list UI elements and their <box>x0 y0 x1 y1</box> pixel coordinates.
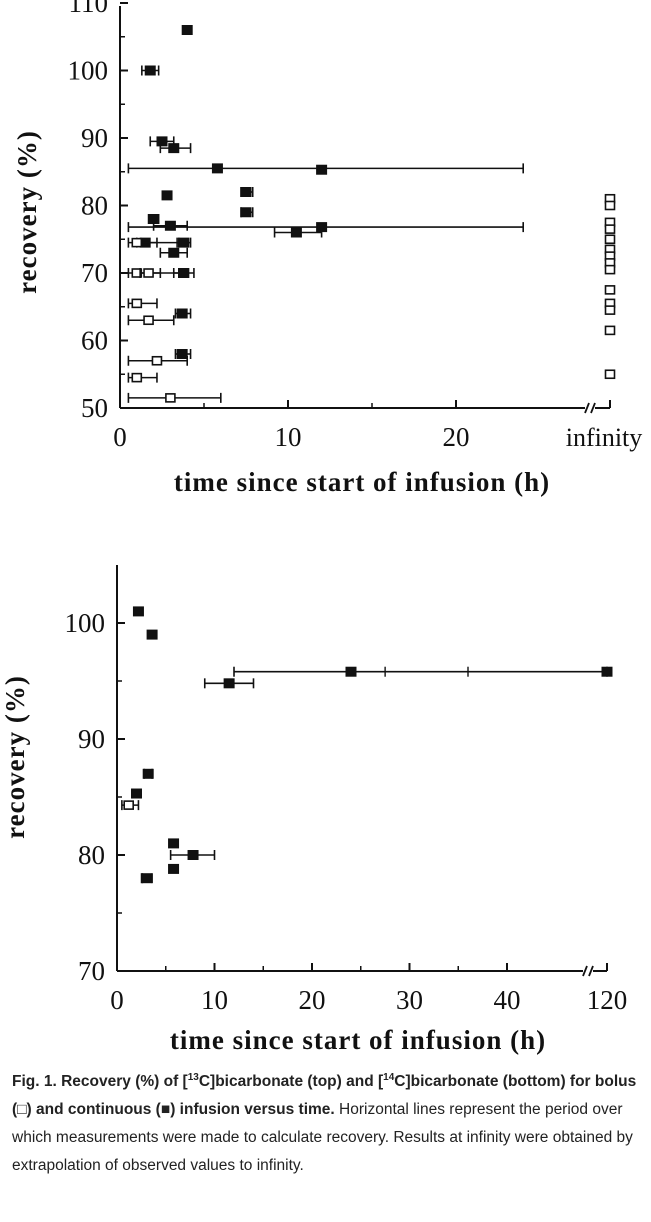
data-point-open-top-36 <box>604 264 616 275</box>
data-point-open-top-23 <box>131 298 143 309</box>
x-tick-label-30: 30 <box>396 985 423 1015</box>
y-tick-label-50: 50 <box>81 393 108 423</box>
data-point-filled-bottom-10 <box>168 863 180 874</box>
y-tick-label-100: 100 <box>65 608 106 638</box>
data-point-open-top-40 <box>604 325 616 336</box>
data-point-filled-bottom-4 <box>601 666 613 677</box>
y-tick-label-70: 70 <box>78 956 105 986</box>
data-point-open-top-31 <box>604 224 616 234</box>
x-axis-label: time since start of infusion (h) <box>174 467 550 497</box>
data-point-filled-top-7 <box>161 190 173 201</box>
data-point-filled-top-11 <box>164 220 176 231</box>
data-point-open-top-20 <box>131 237 143 248</box>
data-point-filled-top-15 <box>178 237 190 248</box>
data-point-filled-bottom-8 <box>168 838 180 849</box>
caption-body: Horizontal lines represent the period ov… <box>12 1101 633 1174</box>
data-point-filled-bottom-6 <box>142 768 154 779</box>
caption-title-a: Recovery (%) of [ <box>61 1073 188 1090</box>
bottom-chart: 70 80 90 100 0 10 20 30 40 120 time since start of… <box>0 565 628 1055</box>
data-point-open-top-26 <box>131 372 143 383</box>
x-tick-label-20: 20 <box>443 422 470 452</box>
data-point-filled-top-1 <box>181 25 193 35</box>
x-axis-break-a <box>584 402 590 414</box>
y-tick-label-80: 80 <box>78 840 105 870</box>
x-axis-label: time since start of infusion (h) <box>170 1025 546 1055</box>
x-axis-break-b <box>588 965 594 977</box>
data-point-open-top-39 <box>604 305 616 315</box>
data-point-filled-top-8 <box>240 187 252 197</box>
data-point-filled-top-6 <box>316 164 328 175</box>
data-point-open-top-37 <box>604 285 616 295</box>
caption-sup-13: 13 <box>187 1071 199 1083</box>
data-point-filled-top-4 <box>168 143 180 154</box>
caption-fig-label: Fig. 1. <box>12 1073 57 1090</box>
data-point-open-top-32 <box>604 234 616 245</box>
caption-title-b: C]bicarbonate (top) and [ <box>198 1073 384 1090</box>
data-point-filled-top-13 <box>290 227 302 238</box>
x-axis-break-b <box>590 402 596 414</box>
data-point-filled-bottom-2 <box>146 629 158 640</box>
data-point-filled-top-9 <box>240 207 252 218</box>
data-point-open-top-24 <box>143 315 154 326</box>
x-tick-label-40: 40 <box>494 985 521 1015</box>
caption-title-c: C]bicarbonate (bottom) for bolus (□) and… <box>12 1073 637 1118</box>
y-tick-label-90: 90 <box>81 123 108 153</box>
data-point-open-top-22 <box>143 268 154 278</box>
data-point-filled-top-17 <box>178 268 190 278</box>
data-point-filled-bottom-3 <box>345 666 357 677</box>
y-axis-label: recovery (%) <box>12 130 42 294</box>
x-tick-label-10: 10 <box>275 422 302 452</box>
x-tick-label-0: 0 <box>113 422 127 452</box>
y-tick-label-60: 60 <box>81 326 108 356</box>
y-axis-label: recovery (%) <box>0 675 30 839</box>
data-point-open-top-29 <box>604 200 616 211</box>
data-point-filled-top-5 <box>211 163 223 174</box>
y-tick-label-100: 100 <box>68 56 109 86</box>
y-tick-label-80: 80 <box>81 191 108 221</box>
data-point-open-top-27 <box>165 393 176 403</box>
data-point-filled-top-16 <box>168 247 180 258</box>
data-point-filled-top-2 <box>144 65 156 76</box>
figure-caption: Fig. 1. Recovery (%) of [13C]bicarbonate… <box>12 1068 640 1180</box>
y-tick-label-70: 70 <box>81 258 108 288</box>
data-point-filled-top-3 <box>156 136 168 147</box>
data-point-filled-bottom-11 <box>140 873 152 884</box>
data-point-filled-bottom-7 <box>131 788 142 799</box>
data-point-filled-bottom-9 <box>187 850 199 860</box>
data-point-open-bottom-12 <box>123 800 134 810</box>
y-tick-label-110: 110 <box>69 0 109 18</box>
x-tick-label-20: 20 <box>299 985 326 1015</box>
x-tick-label-0: 0 <box>110 985 124 1015</box>
x-tick-label-120: 120 <box>587 985 628 1015</box>
data-point-filled-top-19 <box>176 349 188 359</box>
caption-sup-14: 14 <box>383 1071 395 1083</box>
data-point-open-top-41 <box>604 369 616 380</box>
top-chart: 50 60 70 80 90 100 110 0 10 20 infinity time since … <box>12 0 643 497</box>
data-point-filled-bottom-1 <box>132 606 144 617</box>
data-point-filled-bottom-5 <box>223 678 235 689</box>
y-tick-label-90: 90 <box>78 724 105 754</box>
x-axis-break-a <box>582 965 588 977</box>
x-tick-label-10: 10 <box>201 985 228 1015</box>
data-point-open-top-25 <box>151 355 163 366</box>
data-point-filled-top-18 <box>176 308 188 319</box>
x-tick-label-infinity: infinity <box>566 423 643 452</box>
